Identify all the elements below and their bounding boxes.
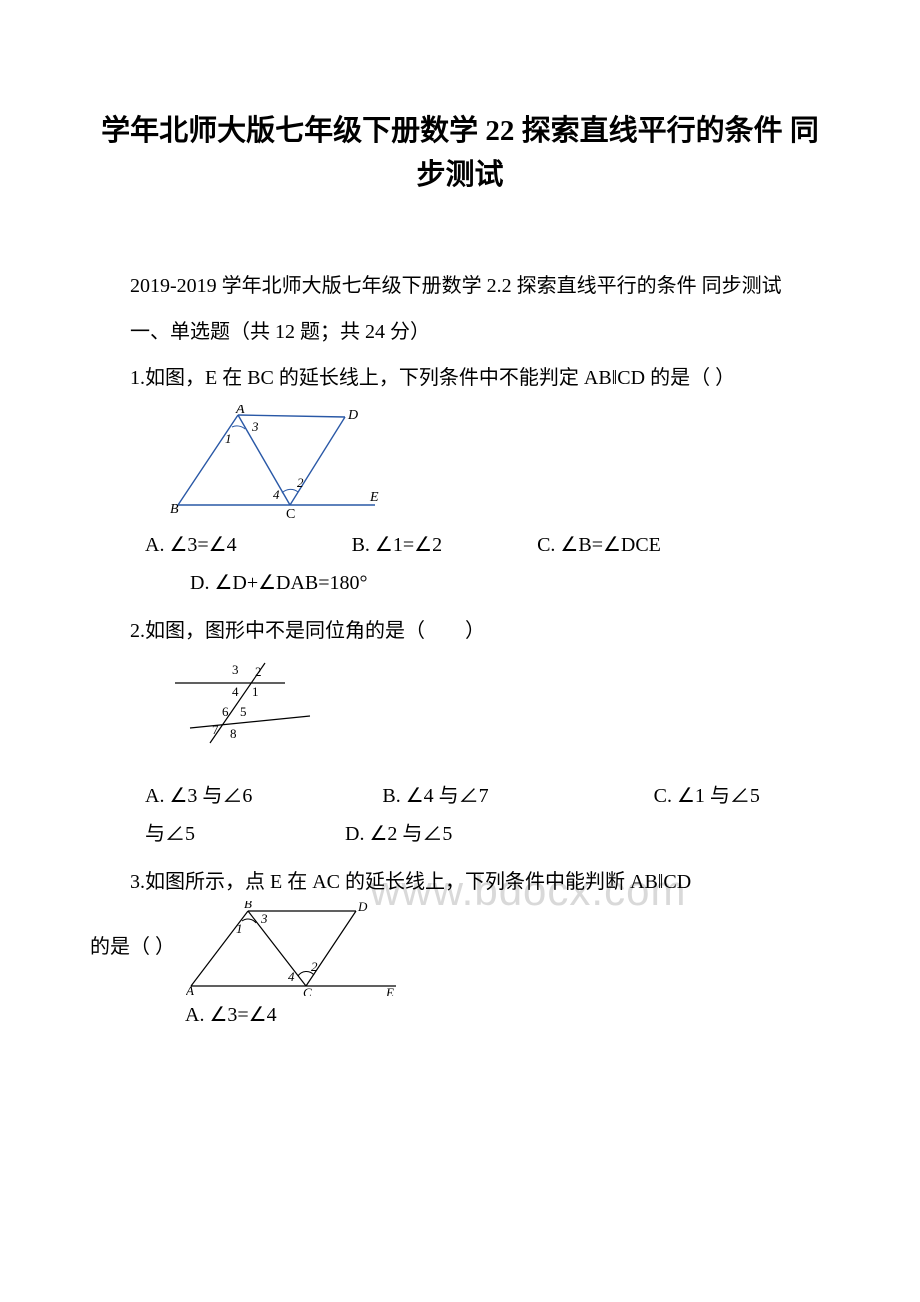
q2-figure: 3 2 4 1 6 5 7 8 [170,658,830,753]
q1-optA: A. ∠3=∠4 [145,534,237,556]
angle-1: 1 [252,684,259,699]
q3-svg: B D A C E 1 3 2 4 [186,901,406,996]
label-D: D [347,408,358,423]
q1-text: 1.如图，E 在 BC 的延长线上，下列条件中不能判定 AB‖CD 的是（ ） [90,359,830,397]
angle-2: 2 [311,959,318,974]
intro-text: 2019-2019 学年北师大版七年级下册数学 2.2 探索直线平行的条件 同步… [90,267,830,305]
q3-options: A. ∠3=∠4 [145,996,830,1034]
section-header: 一、单选题（共 12 题；共 24 分） [90,313,830,351]
angle-4: 4 [232,684,239,699]
q1-figure: A D B C E 1 3 2 4 [170,405,830,520]
angle-4: 4 [288,969,295,984]
q3-text-prefix: 3.如图所示，点 E 在 AC 的延长线上，下列条件中能判断 AB‖CD [90,863,830,901]
q2-optC: C. ∠1 与∠5 [654,785,760,807]
label-B: B [170,502,179,517]
q2-svg: 3 2 4 1 6 5 7 8 [170,658,315,753]
angle-7: 7 [212,722,219,737]
angle-4: 4 [273,487,280,502]
angle-8: 8 [230,726,237,741]
q2-optD: D. ∠2 与∠5 [345,823,452,845]
q2-optA: A. ∠3 与∠6 [145,785,252,807]
page-title: 学年北师大版七年级下册数学 22 探索直线平行的条件 同步测试 [90,110,830,197]
angle-2: 2 [297,475,304,490]
label-A: A [235,405,245,417]
q3-optA: A. ∠3=∠4 [185,1004,277,1026]
label-E: E [385,985,394,996]
label-D: D [357,901,368,914]
angle-3: 3 [251,419,259,434]
label-A: A [186,983,194,996]
angle-1: 1 [225,431,232,446]
label-E: E [369,490,379,505]
q2-optB: B. ∠4 与∠7 [382,785,488,807]
q2-options: A. ∠3 与∠6 B. ∠4 与∠7 C. ∠1 与∠5 与∠5 D. ∠2 … [145,777,830,853]
label-C: C [303,985,312,996]
q1-optB: B. ∠1=∠2 [352,534,442,556]
angle-5: 5 [240,704,247,719]
q1-optC: C. ∠B=∠DCE [537,534,661,556]
q1-svg: A D B C E 1 3 2 4 [170,405,385,520]
angle-2: 2 [255,664,262,679]
label-B: B [244,901,252,911]
q1-options: A. ∠3=∠4 B. ∠1=∠2 C. ∠B=∠DCE D. ∠D+∠DAB=… [145,526,830,602]
angle-1: 1 [236,921,243,936]
q3-text-suffix: 的是（ ） [90,936,175,958]
q3-figure: B D A C E 1 3 2 4 [186,901,406,996]
angle-6: 6 [222,704,229,719]
q2-text: 2.如图，图形中不是同位角的是（ ） [90,612,830,650]
label-C: C [286,507,295,520]
q1-optD: D. ∠D+∠DAB=180° [190,572,368,594]
angle-3: 3 [260,911,268,926]
angle-3: 3 [232,662,239,677]
